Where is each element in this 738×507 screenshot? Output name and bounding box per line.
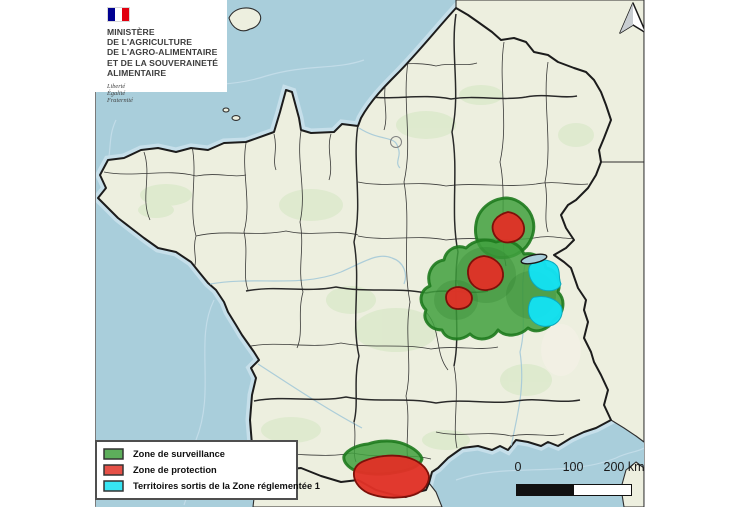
legend-label: Territoires sortis de la Zone réglementé… [133,481,320,491]
flag-red [122,8,129,21]
ministry-header: MINISTÈRE DE L'AGRICULTURE DE L'AGRO-ALI… [95,0,227,104]
scale-bar-labels: 0 100 200 km [0,460,738,476]
england-coast [228,7,262,32]
territoire-sorti-lower [527,296,563,327]
protection-zone-southwest [445,286,473,310]
scale-tick: 0 [514,460,522,474]
ministry-title-line: MINISTÈRE [107,27,155,37]
protection-zone-central [467,255,504,291]
flag-blue [108,8,115,21]
lake-geneva [520,253,548,265]
motto-line: Liberté [107,83,126,91]
french-flag-icon [107,7,130,22]
scale-bar-black-segment [517,485,574,495]
territoires-sortis-zones [527,259,563,327]
legend-item-surveillance: Zone de surveillance [103,448,290,460]
territoires-swatch-icon [103,480,124,492]
ministry-title-line: ET DE LA SOUVERAINETÉ [107,57,219,68]
legend-item-territoires: Territoires sortis de la Zone réglementé… [103,480,320,492]
scale-tick: 100 [562,460,584,474]
scale-bar [516,484,632,496]
ministry-title-line: ALIMENTAIRE [107,67,167,78]
motto-line: Égalité [107,90,126,98]
motto-line: Fraternité [107,97,133,105]
ministry-title-line: DE L'AGRICULTURE [107,37,193,48]
terrain-texture [138,85,594,450]
channel-island [231,115,241,121]
scale-bar-white-segment [574,485,631,495]
channel-island [222,107,230,113]
legend-item-protection: Zone de protection [103,464,290,476]
map-legend: Zone de surveillance Zone de protection … [95,440,320,500]
surveillance-swatch-icon [103,448,124,460]
ministry-title: MINISTÈRE DE L'AGRICULTURE DE L'AGRO-ALI… [107,27,227,78]
north-arrow-icon [619,2,644,34]
legend-label: Zone de protection [133,465,217,475]
protection-zone-south [353,454,430,499]
ministry-title-line: DE L'AGRO-ALIMENTAIRE [107,47,218,58]
protection-zones [353,211,525,499]
protection-zone-north [491,211,525,244]
scale-tick: 200 km [603,460,645,474]
legend-label: Zone de surveillance [133,449,225,459]
paris-ring-road [390,136,402,148]
territoire-sorti-upper [528,259,562,292]
ministry-motto: Liberté Égalité Fraternité [107,83,227,105]
flag-white [115,8,122,21]
protection-swatch-icon [103,464,124,476]
